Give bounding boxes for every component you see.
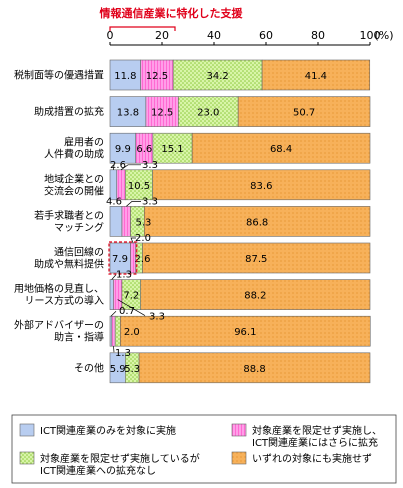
legend-box — [11, 414, 397, 484]
leader-line — [120, 164, 141, 171]
category-label: 通信回線の助成や無料提供 — [34, 246, 104, 271]
value-label: 7.9 — [112, 254, 128, 265]
value-label: 12.5 — [151, 108, 173, 119]
value-label: 50.7 — [293, 108, 315, 119]
bar-segment — [144, 206, 371, 237]
value-label: 11.8 — [114, 71, 136, 82]
value-label: 15.1 — [161, 144, 183, 155]
leader-line — [117, 299, 146, 316]
bar-segment — [152, 132, 193, 164]
value-label: 6.6 — [136, 144, 152, 155]
bar-segment — [237, 96, 371, 127]
value-label: 5.3 — [124, 364, 140, 375]
value-label: 7.2 — [123, 291, 139, 302]
value-label: 3.3 — [149, 312, 165, 323]
bar-segment — [178, 96, 239, 127]
bar-segment — [125, 169, 153, 201]
bar-segment — [109, 169, 118, 201]
category-label: 用地価格の見直し、リース方式の導入 — [14, 282, 104, 307]
x-tick-label: 80 — [311, 29, 325, 42]
x-axis: 0 20 40 60 80 100(%) — [107, 29, 394, 46]
bar-segment — [261, 59, 371, 91]
bars: 税制面等の優遇措置助成措置の拡充雇用者の人件費の助成地域企業との交流会の開催若手… — [14, 59, 371, 384]
legend-swatch — [19, 423, 35, 437]
bar-segment — [113, 279, 123, 310]
value-label: 88.2 — [244, 291, 266, 302]
legend-label: いずれの対象にも実施せず — [252, 452, 372, 465]
legend-label: 対象産業を限定せず実施しているが ICT関連産業への拡充なし — [40, 452, 200, 477]
category-label: 外部アドバイザーの助言・指導 — [14, 319, 104, 344]
value-label: 96.1 — [234, 327, 256, 338]
legend-swatch — [231, 423, 247, 437]
value-label: 5.9 — [110, 364, 126, 375]
value-label: 1.3 — [116, 270, 132, 281]
value-label: 4.6 — [106, 196, 122, 207]
value-label: 13.8 — [117, 108, 139, 119]
value-label: 41.4 — [305, 71, 327, 82]
value-label: 86.8 — [246, 217, 268, 228]
bar-segment — [109, 279, 114, 310]
value-label: 88.8 — [243, 364, 265, 375]
value-label: 12.5 — [146, 71, 168, 82]
value-label: 3.3 — [142, 160, 158, 171]
value-label: 1.3 — [115, 348, 131, 359]
leader-line — [126, 201, 141, 207]
legend: ICT関連産業のみを対象に実施 対象産業を限定せず実施し、 ICT関連産業にはさらに… — [11, 414, 397, 484]
value-label: 2.6 — [135, 254, 151, 265]
value-label: 34.2 — [207, 71, 229, 82]
x-tick-label: 0 — [107, 29, 114, 42]
legend-swatch — [231, 451, 247, 465]
category-label: 助成措置の拡充 — [34, 105, 104, 118]
value-label: 10.5 — [128, 181, 150, 192]
bar-segment — [116, 169, 126, 201]
highlight-annotation: 情報通信産業に特化した支援 — [100, 6, 244, 31]
bar-segment — [191, 132, 371, 164]
value-label: 68.4 — [270, 144, 292, 155]
annotations: 11.8 12.5 34.2 41.4 13.8 12.5 23.0 50.7 9.9 6.6 15… — [106, 71, 327, 375]
x-tick-label: 100 — [360, 29, 381, 42]
bar-segment — [142, 242, 371, 274]
leader-line — [130, 237, 136, 244]
legend-label: ICT関連産業のみを対象に実施 — [40, 424, 176, 437]
bar-segment — [109, 206, 123, 237]
value-label: 2.0 — [124, 327, 140, 338]
category-label: 税制面等の優遇措置 — [14, 69, 104, 82]
value-label: 87.5 — [245, 254, 267, 265]
bar-segment — [138, 352, 371, 384]
leader-line — [111, 274, 117, 280]
category-label: 地域企業との交流会の開催 — [44, 172, 104, 197]
bar-segment — [109, 132, 137, 164]
value-label: 0.7 — [119, 306, 135, 317]
bar-segment — [114, 315, 121, 347]
x-tick-label: 40 — [207, 29, 221, 42]
value-label: 9.9 — [115, 144, 131, 155]
bar-segment — [140, 279, 371, 310]
x-tick-label: 20 — [155, 29, 169, 42]
legend-swatch — [19, 451, 35, 465]
highlight-bracket — [109, 26, 176, 31]
leader-line — [113, 164, 115, 170]
value-label: 2.6 — [110, 160, 126, 171]
category-label: 若手求職者とのマッチング — [34, 209, 104, 234]
value-label: 83.6 — [250, 181, 272, 192]
bar-segment — [111, 315, 116, 347]
category-label: 雇用者の人件費の助成 — [44, 136, 104, 161]
value-label: 3.3 — [142, 196, 158, 207]
bar-segment — [120, 315, 371, 347]
highlight-label: 情報通信産業に特化した支援 — [100, 6, 244, 20]
x-unit-label: (%) — [374, 29, 393, 42]
bar-segment — [152, 169, 371, 201]
legend-label: 対象産業を限定せず実施し、 ICT関連産業にはさらに拡充 — [252, 424, 382, 449]
category-label: その他 — [74, 361, 104, 374]
bar-segment — [121, 206, 131, 237]
value-label: 23.0 — [197, 108, 219, 119]
value-label: 5.3 — [135, 217, 151, 228]
value-label: 2.0 — [135, 233, 151, 244]
bar-segment — [109, 59, 141, 91]
leader-line — [110, 310, 117, 317]
x-tick-label: 60 — [259, 29, 273, 42]
